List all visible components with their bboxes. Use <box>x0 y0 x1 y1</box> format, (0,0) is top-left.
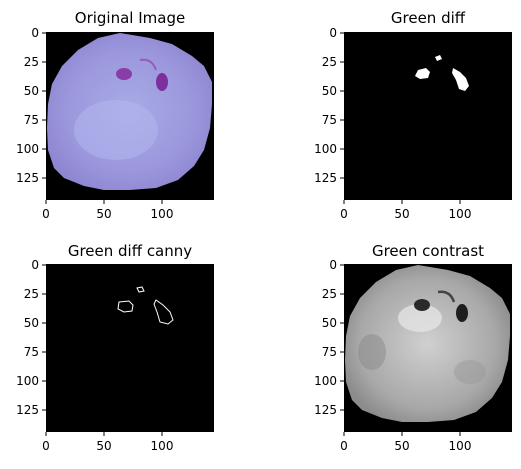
x-axis: 0 50 100 <box>340 200 471 221</box>
x-tick-label: 0 <box>340 207 348 221</box>
y-tick-label: 125 <box>16 171 39 185</box>
x-tick-label: 50 <box>96 439 111 453</box>
x-axis: 0 50 100 <box>340 432 471 453</box>
y-tick-label: 75 <box>24 345 39 359</box>
y-tick-label: 75 <box>24 113 39 127</box>
y-tick-label: 50 <box>24 84 39 98</box>
green-contrast-image <box>345 265 510 422</box>
y-tick-label: 0 <box>31 26 39 40</box>
y-tick-label: 0 <box>329 258 337 272</box>
x-tick-label: 0 <box>340 439 348 453</box>
canny-edges <box>117 286 174 325</box>
panel-green-contrast: Green contrast 0 50 100 0 25 <box>314 242 512 453</box>
y-tick-label: 100 <box>16 142 39 156</box>
y-tick-label: 100 <box>314 142 337 156</box>
y-tick-label: 125 <box>314 403 337 417</box>
x-tick-label: 50 <box>96 207 111 221</box>
panel-original-image: Original Image 0 50 100 0 25 50 <box>16 9 214 221</box>
y-tick-label: 50 <box>24 316 39 330</box>
y-tick-label: 25 <box>24 55 39 69</box>
y-tick-label: 50 <box>322 316 337 330</box>
y-tick-label: 75 <box>322 113 337 127</box>
original-cell-image <box>47 33 212 190</box>
y-tick-label: 0 <box>31 258 39 272</box>
y-axis: 0 25 50 75 100 125 <box>314 258 344 417</box>
x-tick-label: 50 <box>394 207 409 221</box>
y-axis: 0 25 50 75 100 125 <box>16 258 46 417</box>
panel-green-diff: Green diff 0 50 100 0 25 50 75 100 <box>314 9 512 221</box>
panel-title: Green diff canny <box>68 242 192 260</box>
x-tick-label: 100 <box>449 439 472 453</box>
panel-green-diff-canny: Green diff canny 0 50 100 0 25 50 75 1 <box>16 242 214 453</box>
x-tick-label: 100 <box>449 207 472 221</box>
x-tick-label: 100 <box>151 207 174 221</box>
panel-title: Original Image <box>75 9 185 27</box>
y-tick-label: 25 <box>24 287 39 301</box>
y-tick-label: 25 <box>322 55 337 69</box>
y-axis: 0 25 50 75 100 125 <box>16 26 46 185</box>
green-diff-mask <box>415 55 469 91</box>
x-axis: 0 50 100 <box>42 200 173 221</box>
image-background <box>344 32 512 200</box>
y-tick-label: 100 <box>314 374 337 388</box>
x-tick-label: 0 <box>42 207 50 221</box>
y-tick-label: 0 <box>329 26 337 40</box>
image-background <box>46 264 214 432</box>
panel-title: Green diff <box>391 9 466 27</box>
y-tick-label: 25 <box>322 287 337 301</box>
x-tick-label: 0 <box>42 439 50 453</box>
panel-title: Green contrast <box>372 242 484 260</box>
y-tick-label: 100 <box>16 374 39 388</box>
y-axis: 0 25 50 75 100 125 <box>314 26 344 185</box>
y-tick-label: 125 <box>16 403 39 417</box>
x-tick-label: 50 <box>394 439 409 453</box>
y-tick-label: 75 <box>322 345 337 359</box>
y-tick-label: 125 <box>314 171 337 185</box>
x-tick-label: 100 <box>151 439 174 453</box>
x-axis: 0 50 100 <box>42 432 173 453</box>
y-tick-label: 50 <box>322 84 337 98</box>
